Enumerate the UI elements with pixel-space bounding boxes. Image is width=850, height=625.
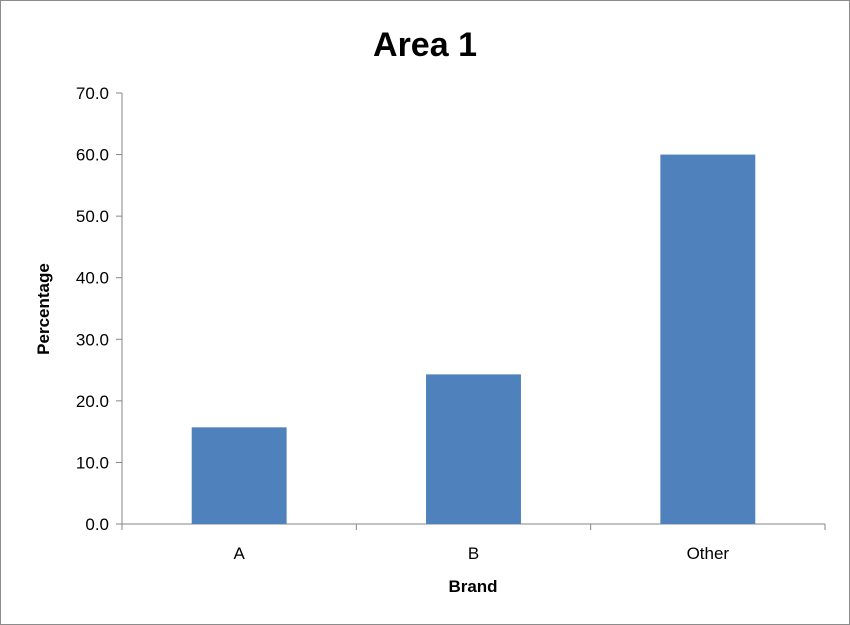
bar-other xyxy=(660,154,756,525)
x-axis-label: Brand xyxy=(448,577,497,596)
y-tick-label: 40.0 xyxy=(76,269,109,288)
y-tick-label: 50.0 xyxy=(76,207,109,226)
y-tick-label: 20.0 xyxy=(76,392,109,411)
y-axis-ticks: 0.0 10.0 20.0 30.0 40.0 50.0 60.0 70.0 xyxy=(76,84,122,534)
x-axis-ticks: A B Other xyxy=(121,524,826,563)
y-tick-label: 10.0 xyxy=(76,453,109,472)
bars xyxy=(191,154,756,525)
y-axis-label: Percentage xyxy=(34,263,53,355)
x-tick-label: A xyxy=(233,544,245,563)
y-tick-label: 0.0 xyxy=(85,515,109,534)
x-tick-label: B xyxy=(468,544,479,563)
y-tick-label: 70.0 xyxy=(76,84,109,103)
bar-b xyxy=(426,374,521,524)
y-tick-label: 60.0 xyxy=(76,146,109,165)
x-tick-label: Other xyxy=(687,544,730,563)
chart-title: Area 1 xyxy=(373,26,477,64)
y-tick-label: 30.0 xyxy=(76,330,109,349)
bar-a xyxy=(191,427,287,524)
